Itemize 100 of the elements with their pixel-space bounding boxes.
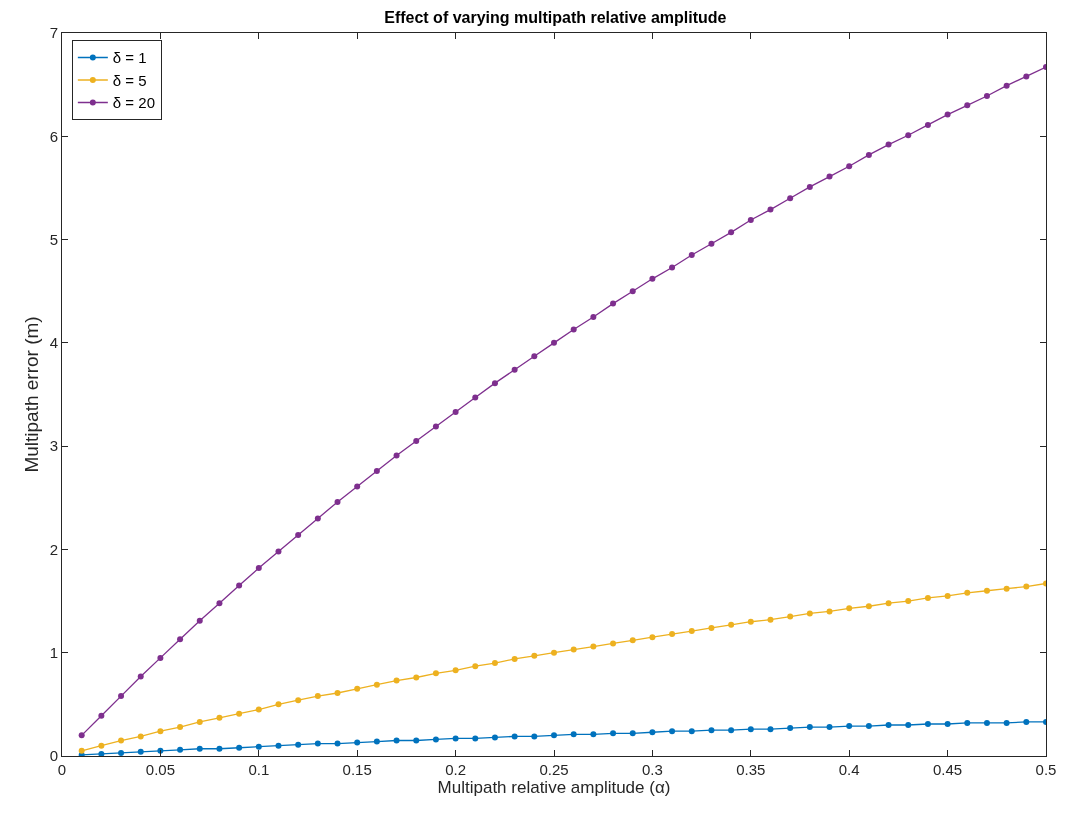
point — [432, 423, 439, 430]
point — [964, 719, 971, 726]
x-tick-label: 0.4 — [838, 761, 860, 778]
point — [944, 720, 951, 727]
point — [373, 467, 380, 474]
point — [118, 693, 125, 700]
point — [511, 655, 518, 662]
point — [688, 252, 695, 259]
point — [354, 483, 361, 490]
point — [767, 726, 774, 733]
point — [511, 366, 518, 373]
y-tick-label: 1 — [49, 643, 58, 661]
point — [826, 173, 833, 180]
point — [846, 163, 853, 170]
point — [177, 724, 184, 731]
point — [708, 727, 715, 734]
point — [905, 598, 912, 605]
point — [787, 195, 794, 202]
point — [826, 724, 833, 731]
point — [1023, 73, 1030, 80]
point — [905, 132, 912, 139]
point — [118, 737, 125, 744]
point — [708, 624, 715, 631]
point — [177, 636, 184, 643]
x-tick-label: 0.25 — [539, 761, 569, 778]
point — [629, 288, 636, 295]
chart-title: Effect of varying multipath relative amplitude — [384, 9, 727, 27]
point — [236, 582, 243, 589]
point — [275, 742, 282, 749]
point — [196, 617, 203, 624]
point — [570, 326, 577, 333]
point — [236, 710, 243, 717]
point — [531, 733, 538, 740]
point — [649, 729, 656, 736]
point — [472, 735, 479, 742]
point — [491, 380, 498, 387]
point — [767, 616, 774, 623]
point — [255, 565, 262, 572]
point — [334, 690, 341, 696]
point — [432, 736, 439, 743]
point — [78, 732, 85, 739]
point — [865, 603, 872, 610]
point — [334, 740, 341, 747]
point — [590, 314, 597, 321]
legend-label: δ = 1 — [112, 49, 147, 67]
y-tick-label: 3 — [49, 437, 58, 455]
point — [924, 594, 931, 601]
y-tick-label: 5 — [49, 230, 58, 248]
point — [551, 339, 557, 346]
point — [610, 300, 617, 307]
point — [413, 437, 420, 444]
point — [295, 531, 302, 538]
point — [511, 733, 518, 740]
point — [669, 728, 676, 735]
point — [157, 728, 164, 735]
point — [295, 741, 302, 748]
point — [1003, 82, 1010, 89]
point — [846, 723, 853, 730]
point — [413, 674, 420, 681]
point — [905, 722, 912, 729]
point — [531, 652, 538, 659]
point — [196, 718, 203, 725]
point — [747, 216, 754, 223]
point — [393, 452, 400, 459]
point — [1003, 719, 1010, 726]
x-tick-label: 0.2 — [445, 761, 467, 778]
point — [255, 706, 262, 713]
point — [787, 725, 794, 732]
point — [236, 744, 243, 751]
x-tick-label: 0.35 — [736, 761, 766, 778]
point — [669, 264, 676, 271]
legend-label: δ = 20 — [112, 94, 155, 112]
point — [334, 498, 341, 505]
point — [629, 637, 636, 644]
point — [806, 183, 813, 190]
point — [452, 667, 459, 674]
point — [472, 663, 479, 670]
point — [432, 670, 439, 677]
point — [964, 102, 971, 109]
x-tick-label: 0.1 — [248, 761, 270, 778]
point — [491, 734, 498, 741]
point — [983, 587, 990, 594]
point — [1023, 583, 1030, 590]
point — [98, 712, 105, 719]
point — [373, 738, 380, 745]
point — [865, 151, 872, 158]
point — [983, 93, 990, 99]
point — [885, 722, 892, 729]
point — [137, 748, 144, 755]
y-tick-label: 4 — [49, 334, 58, 352]
point — [216, 745, 223, 752]
point — [373, 681, 380, 688]
point — [354, 685, 361, 692]
point — [177, 746, 184, 753]
point — [944, 592, 951, 599]
point — [275, 548, 282, 555]
point — [964, 589, 971, 596]
point — [610, 730, 617, 737]
point — [354, 739, 361, 746]
point — [452, 735, 459, 742]
